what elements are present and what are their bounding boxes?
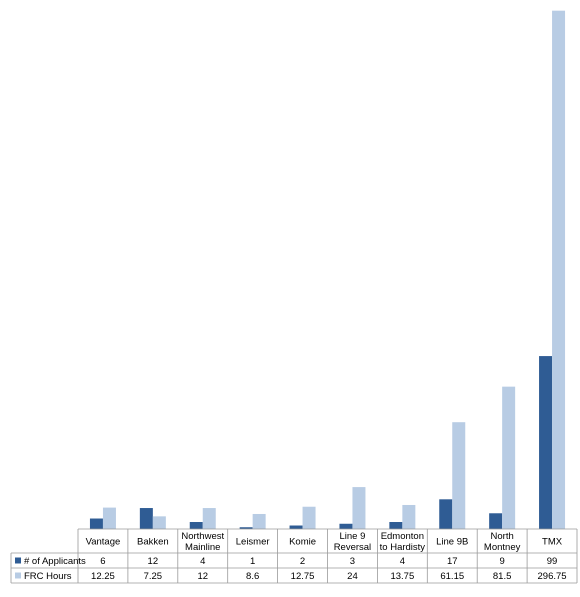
bar-frc-hours-8	[502, 386, 516, 529]
table-value-0-7: 17	[447, 556, 458, 567]
bar-frc-hours-0	[102, 507, 116, 529]
table-value-1-4: 12.75	[291, 571, 315, 582]
legend-label-0: # of Applicants	[24, 556, 86, 567]
table-value-1-1: 7.25	[144, 571, 163, 582]
table-value-1-5: 24	[347, 571, 358, 582]
category-label-3: Leismer	[236, 537, 270, 548]
table-value-1-9: 296.75	[538, 571, 567, 582]
table-value-1-2: 12	[197, 571, 208, 582]
bar-applicants-9	[539, 356, 553, 529]
table-value-0-5: 3	[350, 556, 355, 567]
category-label-0: Vantage	[86, 537, 121, 548]
bar-applicants-3	[239, 527, 253, 529]
bar-applicants-2	[189, 522, 203, 529]
table-value-0-2: 4	[200, 556, 205, 567]
table-value-1-7: 61.15	[440, 571, 464, 582]
bar-frc-hours-5	[352, 487, 366, 529]
table-value-1-3: 8.6	[246, 571, 259, 582]
table-value-1-6: 13.75	[390, 571, 414, 582]
category-label-2: Northwest Mainline	[181, 531, 224, 553]
table-value-0-0: 6	[100, 556, 105, 567]
bar-frc-hours-9	[552, 10, 566, 530]
bar-frc-hours-2	[202, 508, 216, 529]
table-value-0-6: 4	[400, 556, 405, 567]
bar-applicants-4	[289, 525, 303, 529]
bar-applicants-0	[89, 518, 103, 529]
bar-applicants-5	[339, 523, 353, 529]
table-value-0-8: 9	[500, 556, 505, 567]
category-label-8: North Montney	[484, 531, 521, 553]
bar-applicants-7	[439, 499, 453, 529]
legend-swatch-1	[15, 572, 21, 579]
category-label-7: Line 9B	[436, 537, 468, 548]
table-value-0-4: 2	[300, 556, 305, 567]
bar-frc-hours-7	[452, 422, 466, 529]
table-value-1-0: 12.25	[91, 571, 115, 582]
category-label-5: Line 9 Reversal	[334, 531, 372, 553]
bar-applicants-6	[389, 522, 403, 529]
bar-applicants-1	[139, 508, 153, 529]
bar-frc-hours-6	[402, 504, 416, 529]
legend-label-1: FRC Hours	[24, 571, 72, 582]
table-value-0-1: 12	[148, 556, 159, 567]
bars-layer	[89, 10, 566, 530]
category-label-1: Bakken	[137, 537, 169, 548]
table-value-0-9: 99	[547, 556, 558, 567]
bar-frc-hours-3	[252, 513, 266, 529]
table-value-0-3: 1	[250, 556, 255, 567]
table-value-1-8: 81.5	[493, 571, 512, 582]
bar-frc-hours-4	[302, 506, 316, 529]
category-label-4: Komie	[289, 537, 316, 548]
data-table: Vantage Bakken Northwest Mainline Leismer Kom…	[10, 528, 578, 584]
legend-swatch-0	[15, 557, 21, 564]
category-label-9: TMX	[542, 537, 563, 548]
category-label-6: Edmonton to Hardisty	[380, 531, 426, 553]
bar-applicants-8	[489, 513, 503, 529]
bar-frc-hours-1	[152, 516, 166, 529]
